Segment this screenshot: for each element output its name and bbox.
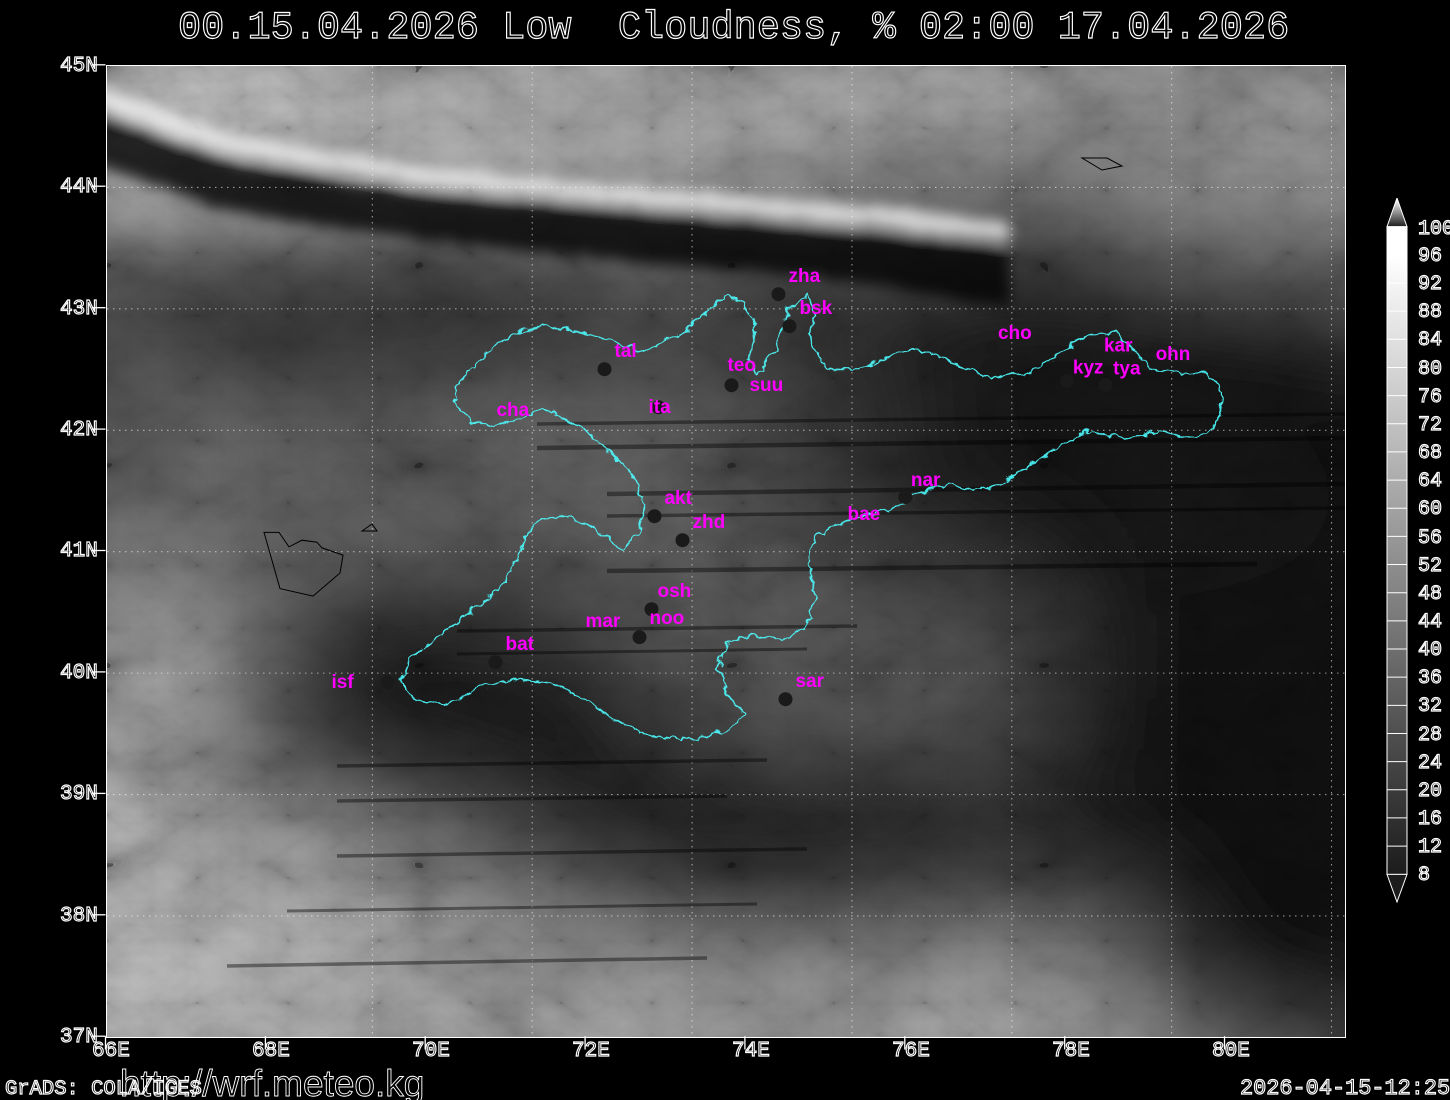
svg-text:ohn: ohn [1155, 344, 1190, 365]
svg-text:mar: mar [585, 611, 620, 632]
svg-text:tal: tal [614, 341, 636, 362]
svg-text:bae: bae [847, 504, 880, 525]
svg-text:suu: suu [749, 375, 783, 396]
svg-text:bat: bat [505, 634, 534, 655]
svg-text:osh: osh [657, 581, 691, 602]
svg-text:nar: nar [910, 470, 940, 491]
svg-text:zhd: zhd [692, 512, 725, 533]
svg-text:teo: teo [727, 355, 755, 376]
svg-text:sar: sar [795, 671, 824, 692]
svg-text:ita: ita [648, 397, 671, 418]
svg-text:akt: akt [664, 488, 692, 509]
svg-text:cho: cho [997, 323, 1031, 344]
svg-text:kyz: kyz [1072, 357, 1103, 378]
svg-text:zha: zha [788, 266, 820, 287]
svg-text:cha: cha [496, 400, 529, 421]
svg-text:kar: kar [1103, 335, 1132, 356]
svg-text:isf: isf [331, 672, 354, 693]
svg-text:bsk: bsk [799, 298, 832, 319]
svg-text:tya: tya [1113, 358, 1141, 379]
svg-text:noo: noo [649, 608, 684, 629]
